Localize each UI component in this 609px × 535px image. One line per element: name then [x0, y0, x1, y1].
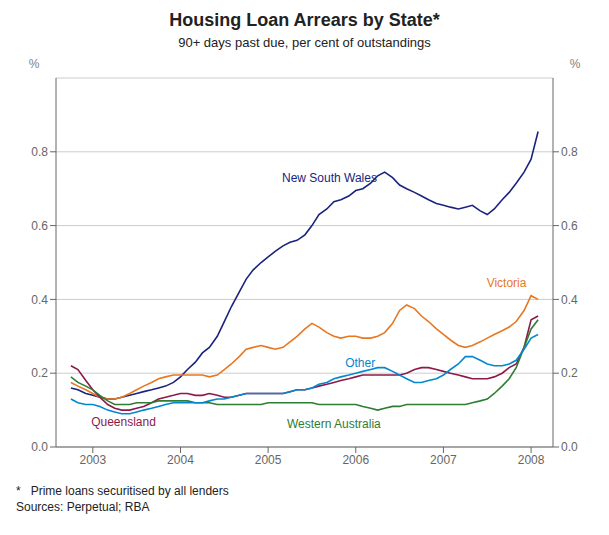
- svg-text:0.4: 0.4: [31, 293, 48, 307]
- svg-text:0.6: 0.6: [31, 219, 48, 233]
- svg-text:0.0: 0.0: [31, 440, 48, 454]
- svg-text:0.2: 0.2: [31, 366, 48, 380]
- html-text:Sources: Perpetual; RBA: Sources: Perpetual; RBA: [16, 500, 150, 514]
- svg-text:0.0: 0.0: [561, 440, 578, 454]
- svg-text:0.8: 0.8: [31, 145, 48, 159]
- svg-text:%: %: [570, 57, 581, 71]
- svg-text:0.4: 0.4: [561, 293, 578, 307]
- svg-text:0.8: 0.8: [561, 145, 578, 159]
- svg-text:Victoria: Victoria: [487, 276, 527, 290]
- svg-text:0.2: 0.2: [561, 366, 578, 380]
- html-text:* Prime loans securitised by a: * Prime loans securitised by all lenders: [16, 484, 229, 498]
- svg-text:New South Wales: New South Wales: [282, 171, 377, 185]
- svg-text:2005: 2005: [255, 453, 282, 467]
- html-text:Housing Loan Arrears by State*: Housing Loan Arrears by State*: [169, 10, 440, 30]
- svg-text:2003: 2003: [79, 453, 106, 467]
- svg-text:Queensland: Queensland: [91, 415, 156, 429]
- svg-text:2004: 2004: [167, 453, 194, 467]
- svg-text:2008: 2008: [518, 453, 545, 467]
- svg-text:%: %: [29, 57, 40, 71]
- svg-text:2006: 2006: [342, 453, 369, 467]
- svg-text:0.6: 0.6: [561, 219, 578, 233]
- html-text:90+ days past due, per cent of: 90+ days past due, per cent of outstandi…: [178, 35, 431, 50]
- svg-text:2007: 2007: [430, 453, 457, 467]
- svg-text:Western Australia: Western Australia: [287, 417, 381, 431]
- svg-text:Other: Other: [345, 356, 375, 370]
